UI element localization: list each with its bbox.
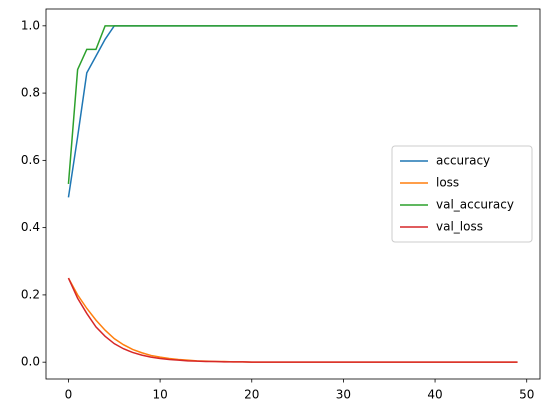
x-tick-label: 50 — [519, 388, 534, 402]
legend-label: loss — [436, 176, 459, 190]
y-tick-label: 0.8 — [21, 86, 40, 100]
legend-label: val_accuracy — [436, 198, 514, 212]
x-tick-label: 20 — [244, 388, 259, 402]
series-line — [67, 277, 518, 363]
legend-box — [391, 145, 533, 243]
series-line — [67, 277, 518, 363]
legend-label: accuracy — [436, 154, 490, 168]
x-tick-label: 0 — [65, 388, 73, 402]
y-tick-label: 0.0 — [21, 355, 40, 369]
x-tick-label: 30 — [336, 388, 351, 402]
y-tick-label: 1.0 — [21, 18, 40, 32]
x-tick-label: 40 — [427, 388, 442, 402]
plot-frame — [45, 8, 541, 380]
y-tick-label: 0.2 — [21, 287, 40, 301]
legend-label: val_loss — [436, 220, 483, 234]
y-tick-label: 0.4 — [21, 220, 40, 234]
x-tick-label: 10 — [152, 388, 167, 402]
y-tick-label: 0.6 — [21, 153, 40, 167]
series-line — [67, 25, 518, 184]
